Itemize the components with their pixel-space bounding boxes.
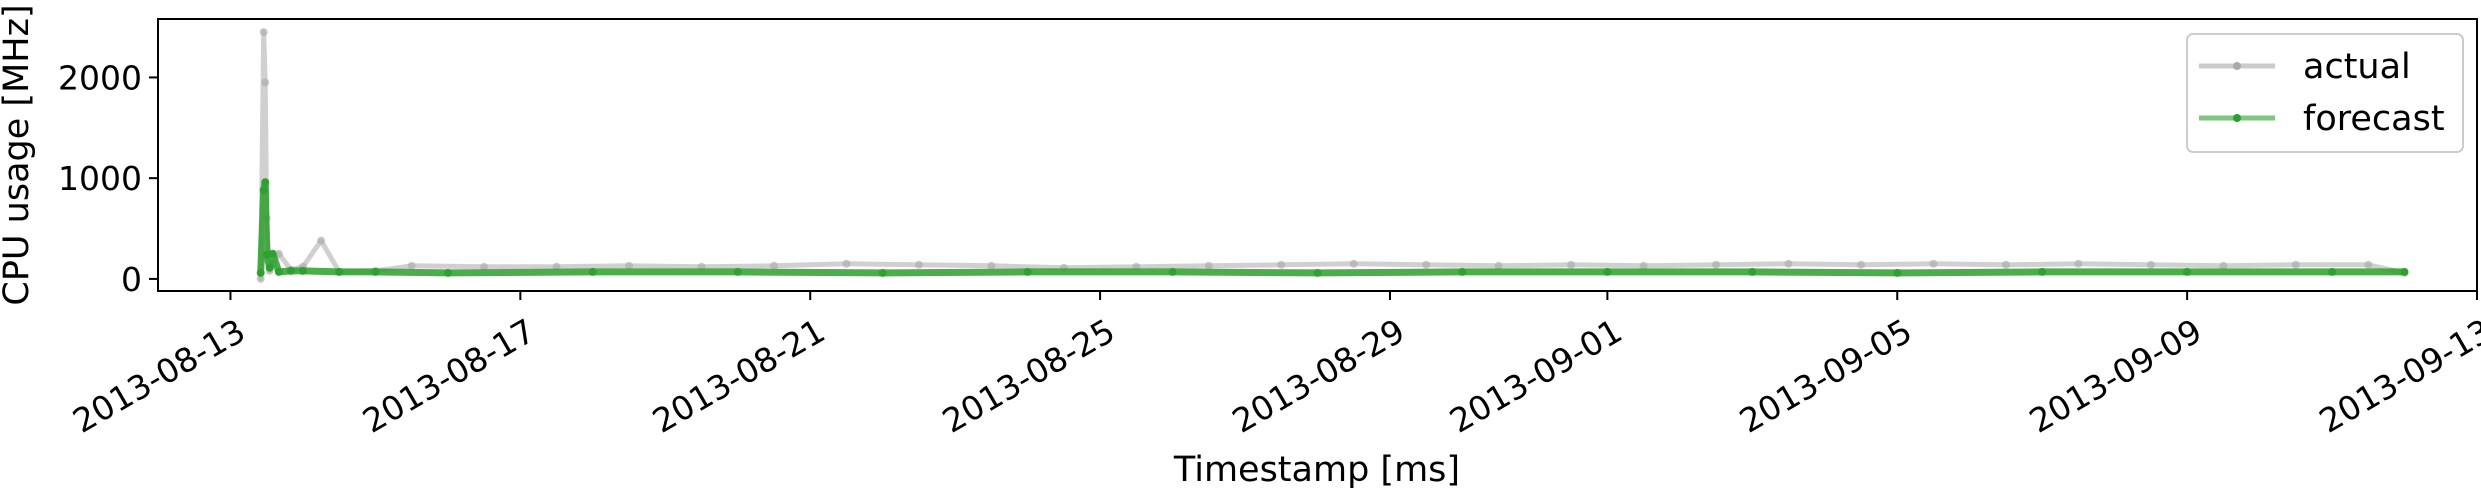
series-forecast-point [274, 267, 283, 276]
series-forecast-point [2183, 267, 2192, 276]
series-actual-point [770, 261, 778, 270]
series-forecast-point [1893, 268, 1902, 277]
series-forecast-point [443, 268, 452, 277]
series-actual-point [1857, 260, 1865, 269]
y-tick-label: 0 [121, 260, 142, 299]
series-forecast-point [878, 268, 887, 277]
series-actual-point [2291, 260, 2300, 269]
y-tick-label: 2000 [58, 58, 142, 97]
legend: actual forecast [2186, 33, 2464, 153]
series-forecast-point [268, 249, 277, 258]
series-forecast-point [588, 267, 597, 276]
legend-actual-label: actual [2303, 47, 2411, 87]
x-tick-label: 2013-08-21 [646, 311, 832, 441]
series-actual-point [1277, 260, 1286, 269]
series-forecast-point [2328, 267, 2337, 276]
series-forecast-point [286, 266, 295, 275]
series-actual-point [256, 274, 265, 283]
series-actual-point [842, 259, 851, 268]
x-tick-label: 2013-09-09 [2023, 311, 2209, 441]
series-actual-point [914, 260, 923, 269]
series-forecast-point [261, 178, 270, 187]
x-tick-label: 2013-09-01 [1443, 311, 1629, 441]
series-actual-point [1639, 261, 1648, 270]
series-actual-point [407, 261, 416, 270]
series-forecast-point [256, 268, 265, 277]
series-actual-point [1784, 259, 1793, 268]
series-actual-point [2002, 260, 2010, 269]
series-actual-line [258, 29, 2407, 282]
series-actual-point [2146, 260, 2155, 269]
x-tick-label: 2013-08-29 [1226, 311, 1412, 441]
series-actual-point [1349, 259, 1358, 268]
legend-actual-marker [2233, 62, 2241, 70]
series-forecast-point [265, 263, 274, 272]
series-forecast-point [1603, 267, 1612, 276]
series-forecast-point [1748, 267, 1757, 276]
series-actual-point [987, 261, 996, 270]
series-forecast-point [262, 250, 271, 259]
series-actual-point [1712, 260, 1721, 269]
series-forecast-point [733, 267, 742, 276]
series-forecast-point [298, 266, 307, 275]
plot-frame [157, 18, 2478, 292]
x-tick-label: 2013-08-17 [356, 311, 542, 441]
series-actual-point [2219, 261, 2228, 270]
series-forecast-line [257, 178, 2408, 277]
series-actual-point [2364, 260, 2373, 269]
series-forecast-point [259, 186, 268, 195]
x-tick-label: 2013-08-25 [936, 311, 1122, 441]
series-actual-point [317, 236, 326, 245]
x-tick-label: 2013-09-13 [2313, 311, 2481, 441]
series-actual-point [480, 262, 489, 271]
series-actual-point [1494, 261, 1503, 270]
series-actual-point [261, 78, 270, 87]
series-forecast-point [1458, 267, 1467, 276]
series-forecast-point [1023, 267, 1032, 276]
series-forecast-point [1168, 267, 1177, 276]
series-forecast-point [1313, 268, 1322, 277]
legend-forecast-marker [2233, 114, 2241, 122]
y-tick-label: 1000 [58, 159, 142, 198]
series-actual-point [259, 28, 268, 37]
series-forecast-point [2400, 267, 2409, 276]
series-actual-point [1929, 259, 1938, 268]
x-axis-label: Timestamp [ms] [1173, 450, 1460, 490]
series-actual-point [1422, 260, 1431, 269]
series-forecast-point [335, 267, 344, 276]
series-forecast-point [371, 267, 380, 276]
y-axis-label: CPU usage [MHz] [0, 4, 37, 305]
series-forecast-point [2038, 267, 2047, 276]
legend-forecast-label: forecast [2303, 99, 2445, 139]
x-tick-label: 2013-09-05 [1733, 311, 1919, 441]
series-actual-point [1567, 260, 1576, 269]
series-actual-point [2074, 259, 2083, 268]
series-actual-point [1204, 261, 1213, 270]
x-tick-label: 2013-08-13 [66, 311, 252, 441]
series-actual-point [625, 261, 633, 270]
